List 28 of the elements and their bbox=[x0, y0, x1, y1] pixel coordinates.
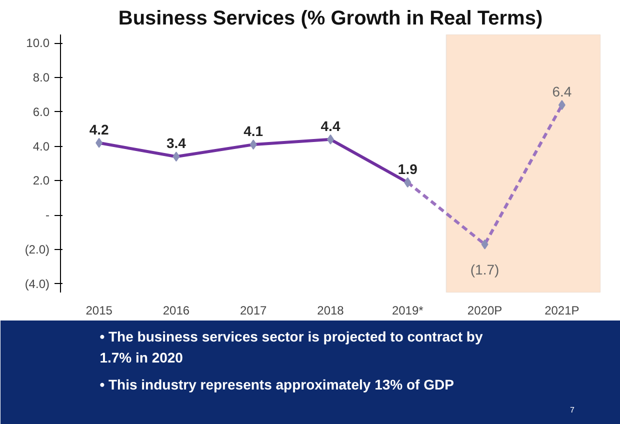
data-label: 4.1 bbox=[244, 122, 264, 139]
y-tick-label: - bbox=[46, 208, 50, 222]
x-tick-label: 2017 bbox=[240, 304, 268, 318]
x-tick-label: 2016 bbox=[162, 304, 190, 318]
x-tick-label: 2015 bbox=[86, 304, 113, 318]
y-tick-label: 8.0 bbox=[32, 70, 50, 84]
x-tick-label: 2019* bbox=[392, 304, 424, 318]
data-label: 4.2 bbox=[89, 121, 110, 138]
point bbox=[481, 239, 488, 250]
data-label: 6.4 bbox=[552, 83, 572, 100]
point bbox=[558, 100, 566, 110]
data-label: 3.4 bbox=[166, 135, 186, 152]
data-label: (1.7) bbox=[470, 262, 500, 278]
text: 7 bbox=[570, 406, 576, 414]
chart-title: Business Services (% Growth in Real Terms) bbox=[118, 8, 543, 30]
y-tick-label: (2.0) bbox=[24, 242, 50, 256]
y-tick-label: 10.0 bbox=[26, 36, 50, 50]
text: • This industry represents approximately 13% of GDP bbox=[100, 376, 454, 392]
y-tick-label: 4.0 bbox=[32, 139, 50, 154]
x-tick-label: 2020P bbox=[467, 304, 502, 318]
data-label: 1.9 bbox=[398, 160, 418, 177]
y-tick-label: (4.0) bbox=[24, 276, 50, 291]
y-tick-label: 2.0 bbox=[32, 174, 50, 188]
data-label: 4.4 bbox=[320, 118, 340, 134]
x-tick-label: 2021P bbox=[544, 304, 580, 318]
y-tick-label: 6.0 bbox=[32, 104, 50, 119]
text: • The business services sector is projected to contract by 1.7% in 2020 bbox=[100, 328, 483, 366]
x-tick-label: 2018 bbox=[317, 304, 344, 318]
